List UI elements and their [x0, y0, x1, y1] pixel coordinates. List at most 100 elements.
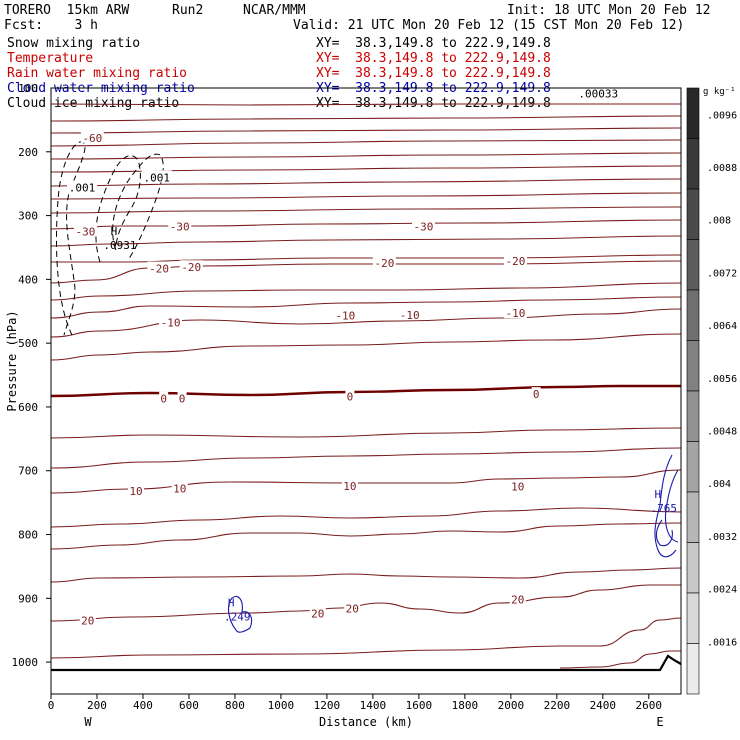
- temperature-contour-23: [50, 584, 681, 622]
- x-tick-label-6: 1200: [314, 699, 341, 712]
- max-value-3: .00033: [578, 87, 618, 100]
- temperature-contour-15: [50, 308, 682, 338]
- temperature-label-bg-11: [503, 306, 527, 319]
- snow-contours: [56, 141, 164, 336]
- colorbar-tick-3: .0072: [707, 268, 737, 279]
- x-tick-label-1: 200: [87, 699, 107, 712]
- temperature-contour-25: [559, 650, 681, 669]
- x-tick-label-4: 800: [225, 699, 245, 712]
- field-xy-cloud-ice: XY= 38.3,149.8 to 222.9,149.8: [316, 96, 551, 111]
- x-axis-title: Distance (km): [319, 715, 413, 729]
- colorbar-tick-1: .0088: [707, 163, 737, 174]
- temperature-contour-11: [51, 254, 682, 263]
- colorbar-tick-5: .0056: [707, 374, 737, 385]
- snow-label-bg-1: [141, 170, 172, 183]
- x-tick-label-3: 600: [179, 699, 199, 712]
- temperature-label-0: -60: [82, 132, 102, 145]
- snow-label-0: .001: [69, 182, 96, 195]
- colorbar-segment-0: [686, 87, 700, 139]
- temperature-label-bg-16: [128, 484, 145, 497]
- temperature-label-14: 0: [347, 391, 354, 404]
- plot-frame: [50, 87, 682, 695]
- temperature-label-bg-2: [168, 219, 192, 232]
- temperature-label-6: -20: [374, 257, 394, 270]
- temperature-label-bg-18: [341, 479, 358, 492]
- x-tick-label-8: 1600: [406, 699, 433, 712]
- y-tick-label-0: 200: [18, 146, 38, 159]
- temperature-label-8: -10: [161, 317, 181, 330]
- temperature-label-1: -30: [76, 226, 96, 239]
- y-tick-label-6: 800: [18, 529, 38, 542]
- temperature-contour-13: [50, 282, 682, 301]
- y-tick-label-8: 1000: [12, 656, 39, 669]
- snow-contour-1: [95, 155, 141, 263]
- temperature-label-17: 10: [173, 483, 186, 496]
- temperature-label-bg-1: [73, 224, 97, 237]
- temperature-contour-0: [50, 103, 681, 106]
- temperature-label-bg-13: [177, 391, 187, 404]
- temperature-contour-2: [50, 127, 682, 134]
- colorbar: .0096 .0088 .008 .0072 .0064 .0056 .0048 .004 .0…: [686, 87, 737, 695]
- temperature-label-10: -10: [400, 309, 420, 322]
- temperature-label-bg-8: [159, 315, 183, 328]
- colorbar-segment-9: [686, 542, 700, 594]
- y-tick-label-3: 500: [18, 337, 38, 350]
- y-tick-label-4: 600: [18, 401, 38, 414]
- y-tick-label-5: 700: [18, 465, 38, 478]
- temperature-label-4: -20: [149, 263, 169, 276]
- temperature-label-bg-21: [309, 606, 326, 619]
- temperature-label-bg-19: [509, 479, 526, 492]
- x-tick-label-11: 2200: [544, 699, 571, 712]
- colorbar-segment-6: [686, 390, 700, 442]
- snow-contour-2: [112, 153, 164, 261]
- temperature-contour-21: [50, 522, 682, 550]
- max-marker-2: H: [654, 488, 661, 501]
- temperature-label-bg-9: [333, 308, 357, 321]
- org-label: NCAR/MMM: [243, 3, 306, 18]
- colorbar-tick-4: .0064: [707, 321, 737, 332]
- west-label: W: [84, 715, 92, 729]
- x-tick-label-0: 0: [48, 699, 55, 712]
- colorbar-tick-0: .0096: [707, 110, 737, 121]
- x-tick-label-10: 2000: [498, 699, 525, 712]
- temperature-contours: [50, 103, 682, 669]
- temperature-label-bg-23: [509, 592, 526, 605]
- freezing-level-line: [50, 384, 681, 398]
- plot-axes: 0 200 400 600 800 1000 1200 1400 1600 1800 2000 220…: [5, 82, 682, 729]
- x-tick-label-12: 2400: [590, 699, 617, 712]
- freezing-level-contour: [50, 384, 681, 398]
- temperature-label-3: -30: [414, 220, 434, 233]
- field-name-snow: Snow mixing ratio: [7, 36, 141, 51]
- snow-contour-0: [56, 141, 86, 336]
- colorbar-tick-7: .004: [707, 479, 731, 490]
- east-label: E: [656, 715, 663, 729]
- y-tick-label-2: 400: [18, 273, 38, 286]
- snow-label-1: .001: [144, 171, 171, 184]
- field-name-temperature: Temperature: [7, 51, 94, 66]
- field-name-cloud-ice: Cloud ice mixing ratio: [7, 96, 180, 111]
- max-marker-0: H: [111, 225, 118, 238]
- colorbar-tick-6: .0048: [707, 427, 737, 438]
- terrain-line: [51, 654, 682, 672]
- temperature-label-2: -30: [170, 220, 190, 233]
- temperature-label-7: -20: [506, 255, 526, 268]
- temperature-contour-22: [50, 567, 682, 583]
- temperature-label-bg-5: [179, 260, 203, 273]
- temperature-contour-9: [50, 219, 682, 230]
- colorbar-unit: g kg⁻¹: [703, 87, 736, 97]
- field-xy-rain: XY= 38.3,149.8 to 222.9,149.8: [316, 66, 551, 81]
- x-tick-label-5: 1000: [268, 699, 295, 712]
- colorbar-tick-9: .0024: [707, 585, 737, 596]
- run-label: Run2: [172, 3, 204, 18]
- colorbar-tick-8: .0032: [707, 532, 737, 543]
- temperature-contour-18: [50, 447, 682, 469]
- temperature-label-19: 10: [511, 481, 524, 494]
- colorbar-segment-2: [686, 188, 700, 240]
- temperature-label-16: 10: [129, 485, 142, 498]
- valid-label: Valid: 21 UTC Mon 20 Feb 12 (15 CST Mon …: [293, 18, 685, 33]
- colorbar-segment-7: [686, 441, 700, 493]
- temperature-label-bg-6: [372, 255, 396, 268]
- temperature-contour-1: [50, 115, 682, 122]
- cloud-water-contour-3: [655, 519, 673, 547]
